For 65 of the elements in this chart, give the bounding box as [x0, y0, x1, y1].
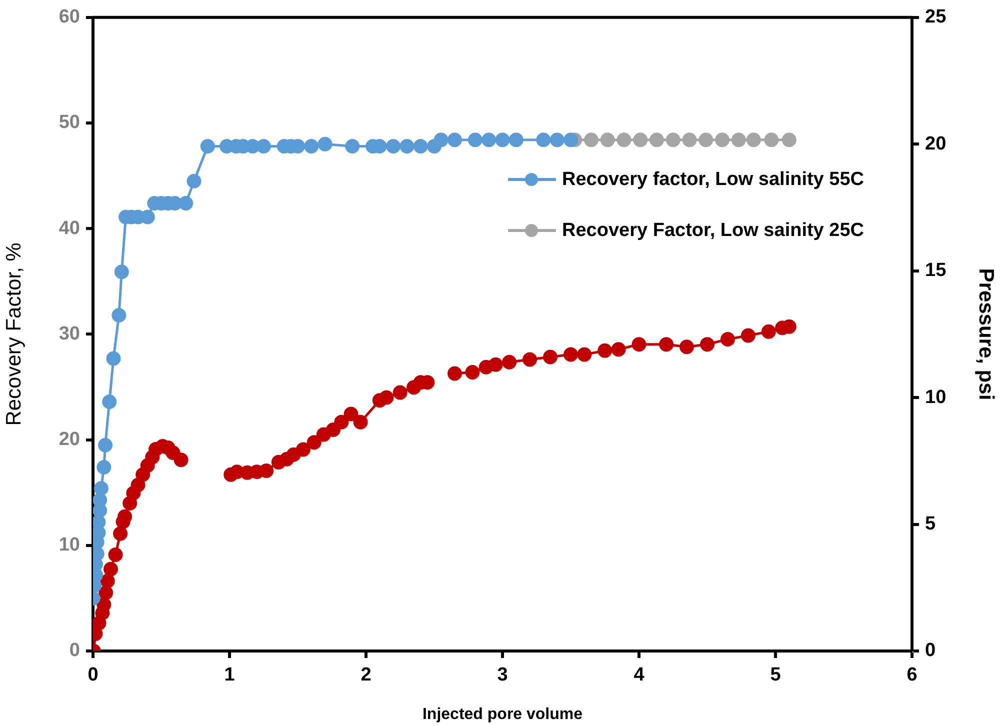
point — [495, 132, 510, 148]
y-tick-label: 20 — [58, 429, 80, 450]
point — [304, 138, 319, 154]
point — [536, 132, 551, 148]
legend-label: Recovery Factor, Low sainity 25C — [562, 218, 866, 243]
x-tick-label: 6 — [906, 664, 918, 686]
point — [400, 138, 414, 154]
x-tick-label: 0 — [88, 664, 98, 686]
point — [114, 264, 129, 280]
point — [94, 481, 108, 496]
y-tick-label: 30 — [58, 323, 80, 344]
x-tick-label: 3 — [497, 664, 508, 686]
point — [178, 196, 194, 211]
y-tick-label: 40 — [58, 218, 80, 239]
legend-label: Recovery factor, Low salinity 55C — [562, 168, 866, 192]
point — [633, 132, 648, 148]
point — [649, 132, 664, 148]
y2-tick-label: 0 — [925, 640, 936, 662]
point — [112, 308, 126, 322]
point — [447, 132, 462, 148]
point — [600, 132, 615, 148]
y-axis-title: Recovery Factor, % — [2, 242, 26, 426]
x-tick-label: 5 — [770, 664, 782, 686]
point — [434, 132, 448, 148]
y2-tick-label: 15 — [925, 260, 947, 282]
point — [468, 132, 482, 148]
point — [746, 132, 761, 148]
point — [715, 132, 730, 148]
y2-tick-label: 5 — [925, 514, 936, 535]
point — [96, 460, 112, 475]
y2-tick-label: 10 — [925, 386, 946, 408]
y2-tick-label: 25 — [925, 6, 947, 28]
point — [102, 394, 117, 410]
point — [616, 132, 632, 148]
point — [318, 136, 332, 152]
point — [256, 138, 271, 154]
x-tick-label: 2 — [360, 664, 372, 686]
point — [666, 132, 680, 148]
point — [731, 132, 746, 148]
x-tick-label: 4 — [634, 664, 645, 686]
y2-axis-title: Pressure, psi — [974, 268, 998, 400]
point — [106, 351, 121, 366]
point — [764, 132, 779, 148]
point — [564, 132, 578, 148]
point — [93, 492, 108, 508]
y2-tick-label: 20 — [925, 133, 946, 154]
point — [386, 138, 401, 154]
point — [413, 138, 428, 154]
point — [186, 174, 202, 188]
y-tick-label: 60 — [58, 6, 80, 28]
x-axis-title: Injected pore volume — [422, 706, 583, 723]
y-tick-label: 0 — [69, 640, 80, 662]
point — [508, 132, 524, 148]
point — [482, 132, 496, 148]
point — [345, 138, 360, 154]
x-tick-label: 1 — [224, 664, 236, 686]
y-tick-label: 50 — [58, 112, 80, 134]
y-tick-label: 10 — [58, 534, 80, 556]
point — [98, 438, 113, 452]
point — [682, 132, 697, 148]
point — [782, 132, 796, 148]
point — [698, 132, 714, 148]
point — [550, 132, 564, 148]
point — [584, 132, 598, 148]
point — [200, 138, 215, 154]
